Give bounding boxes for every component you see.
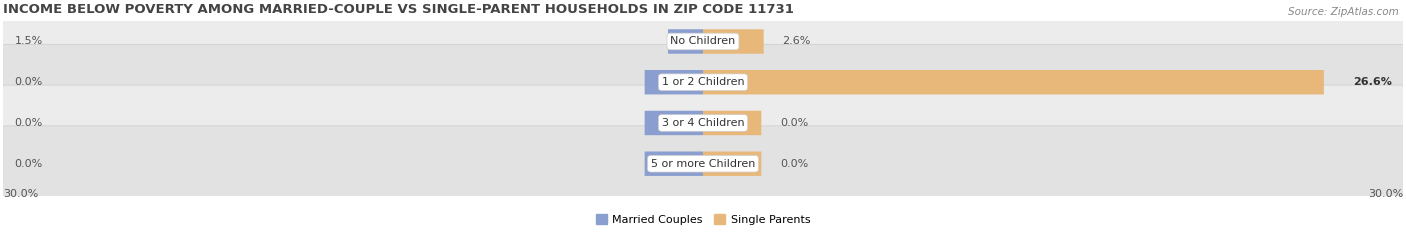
Text: 1.5%: 1.5% <box>14 37 42 46</box>
Legend: Married Couples, Single Parents: Married Couples, Single Parents <box>592 210 814 229</box>
Text: 5 or more Children: 5 or more Children <box>651 159 755 169</box>
FancyBboxPatch shape <box>1 126 1405 202</box>
FancyBboxPatch shape <box>703 151 762 176</box>
FancyBboxPatch shape <box>644 111 703 135</box>
FancyBboxPatch shape <box>668 29 703 54</box>
Text: 30.0%: 30.0% <box>1368 189 1403 199</box>
FancyBboxPatch shape <box>1 3 1405 79</box>
FancyBboxPatch shape <box>644 151 703 176</box>
FancyBboxPatch shape <box>703 70 1324 94</box>
Text: 30.0%: 30.0% <box>3 189 38 199</box>
Text: 2.6%: 2.6% <box>782 37 811 46</box>
Text: 0.0%: 0.0% <box>14 77 42 87</box>
FancyBboxPatch shape <box>703 111 762 135</box>
Text: 3 or 4 Children: 3 or 4 Children <box>662 118 744 128</box>
FancyBboxPatch shape <box>1 44 1405 120</box>
Text: 0.0%: 0.0% <box>780 118 808 128</box>
Text: No Children: No Children <box>671 37 735 46</box>
Text: 0.0%: 0.0% <box>14 118 42 128</box>
Text: Source: ZipAtlas.com: Source: ZipAtlas.com <box>1288 7 1399 17</box>
Text: 26.6%: 26.6% <box>1353 77 1392 87</box>
Text: 0.0%: 0.0% <box>780 159 808 169</box>
Text: INCOME BELOW POVERTY AMONG MARRIED-COUPLE VS SINGLE-PARENT HOUSEHOLDS IN ZIP COD: INCOME BELOW POVERTY AMONG MARRIED-COUPL… <box>3 3 793 16</box>
FancyBboxPatch shape <box>644 70 703 94</box>
FancyBboxPatch shape <box>703 29 763 54</box>
FancyBboxPatch shape <box>1 85 1405 161</box>
Text: 0.0%: 0.0% <box>14 159 42 169</box>
Text: 1 or 2 Children: 1 or 2 Children <box>662 77 744 87</box>
